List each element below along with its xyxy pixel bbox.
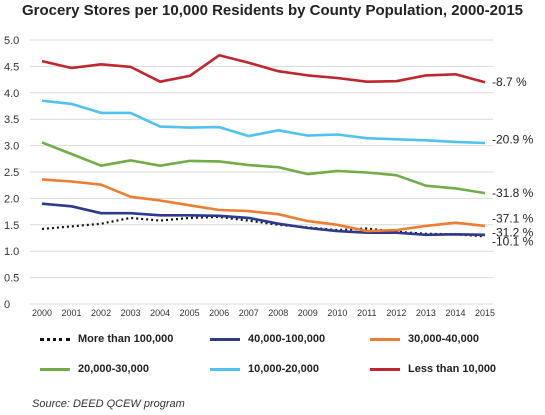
line-chart: 0 0.5 1.0 1.5 2.0 2.5 3.0 3.5 4.0 4.5 5.0 2000 2001… [4, 35, 534, 318]
x-tick-label: 2011 [357, 308, 376, 318]
series-end-label: -31.2 % [492, 226, 534, 240]
x-tick-label: 2010 [327, 308, 347, 318]
legend-label: 40,000-100,000 [248, 333, 326, 345]
series-end-label: -10.1 % [492, 235, 534, 249]
y-tick-label: 5.0 [4, 35, 19, 47]
legend: More than 100,000 40,000-100,000 30,000-40… [40, 333, 520, 383]
x-tick-label: 2014 [445, 308, 465, 318]
x-tick-label: 2015 [475, 308, 495, 318]
y-tick-label: 0.5 [4, 273, 19, 285]
legend-swatch [40, 337, 70, 341]
x-tick-label: 2006 [209, 308, 229, 318]
y-tick-label: 4.5 [4, 61, 19, 73]
legend-label: Less than 10,000 [408, 363, 497, 375]
legend-swatch [40, 367, 70, 371]
legend-item: 10,000-20,000 [210, 363, 319, 375]
y-axis-ticks: 0 0.5 1.0 1.5 2.0 2.5 3.0 3.5 4.0 4.5 5.0 [4, 35, 19, 311]
y-tick-label: 2.5 [4, 167, 19, 179]
legend-item: 40,000-100,000 [210, 333, 325, 345]
x-tick-label: 2007 [239, 308, 259, 318]
series-end-label: -20.9 % [492, 132, 534, 146]
y-tick-label: 3.0 [4, 141, 19, 153]
series-line [41, 141, 486, 195]
series-line [41, 99, 486, 145]
legend-label: More than 100,000 [78, 333, 174, 345]
legend-swatch [210, 367, 240, 371]
chart-title-text: Grocery Stores per 10,000 Residents by C… [21, 2, 524, 19]
x-tick-label: 2009 [298, 308, 318, 318]
legend-label: 30,000-40,000 [408, 333, 479, 345]
legend-swatch [370, 367, 400, 371]
legend-swatch [370, 337, 400, 341]
x-tick-label: 2002 [91, 308, 111, 318]
y-tick-label: 0 [4, 299, 10, 311]
x-tick-label: 2001 [62, 308, 82, 318]
legend-item: 20,000-30,000 [40, 363, 149, 375]
series-end-label: -37.1 % [492, 211, 534, 225]
x-tick-label: 2005 [180, 308, 200, 318]
y-tick-label: 2.0 [4, 193, 19, 205]
x-axis-ticks: 2000 2001 2002 2003 2004 2005 2006 2007 2008 2009… [32, 308, 495, 318]
legend-swatch [210, 337, 240, 341]
x-tick-label: 2008 [268, 308, 288, 318]
x-tick-label: 2004 [150, 308, 170, 318]
series-line [41, 178, 486, 233]
x-tick-label: 2000 [32, 308, 52, 318]
y-tick-label: 4.0 [4, 88, 19, 100]
series-line [41, 202, 486, 237]
x-tick-label: 2013 [416, 308, 436, 318]
legend-item: 30,000-40,000 [370, 333, 479, 345]
legend-label: 10,000-20,000 [248, 363, 319, 375]
legend-item: Less than 10,000 [370, 363, 496, 375]
x-tick-label: 2012 [386, 308, 406, 318]
y-tick-label: 1.5 [4, 220, 19, 232]
series-end-label: -31.8 % [492, 186, 534, 200]
source-note: Source: DEED QCEW program [32, 398, 185, 410]
y-tick-label: 1.0 [4, 246, 19, 258]
gridlines [30, 39, 493, 305]
series-end-label: -8.7 % [492, 75, 527, 89]
x-tick-label: 2003 [121, 308, 141, 318]
y-tick-label: 3.5 [4, 114, 19, 126]
end-labels: -10.1 %-31.2 %-37.1 % -31.8 % -20.9 % -8.7 … [492, 75, 534, 248]
legend-item: More than 100,000 [40, 333, 173, 345]
series-lines [41, 53, 486, 238]
series-line [41, 53, 486, 84]
legend-label: 20,000-30,000 [78, 363, 149, 375]
chart-title: Grocery Stores per 10,000 Residents by C… [0, 2, 545, 20]
